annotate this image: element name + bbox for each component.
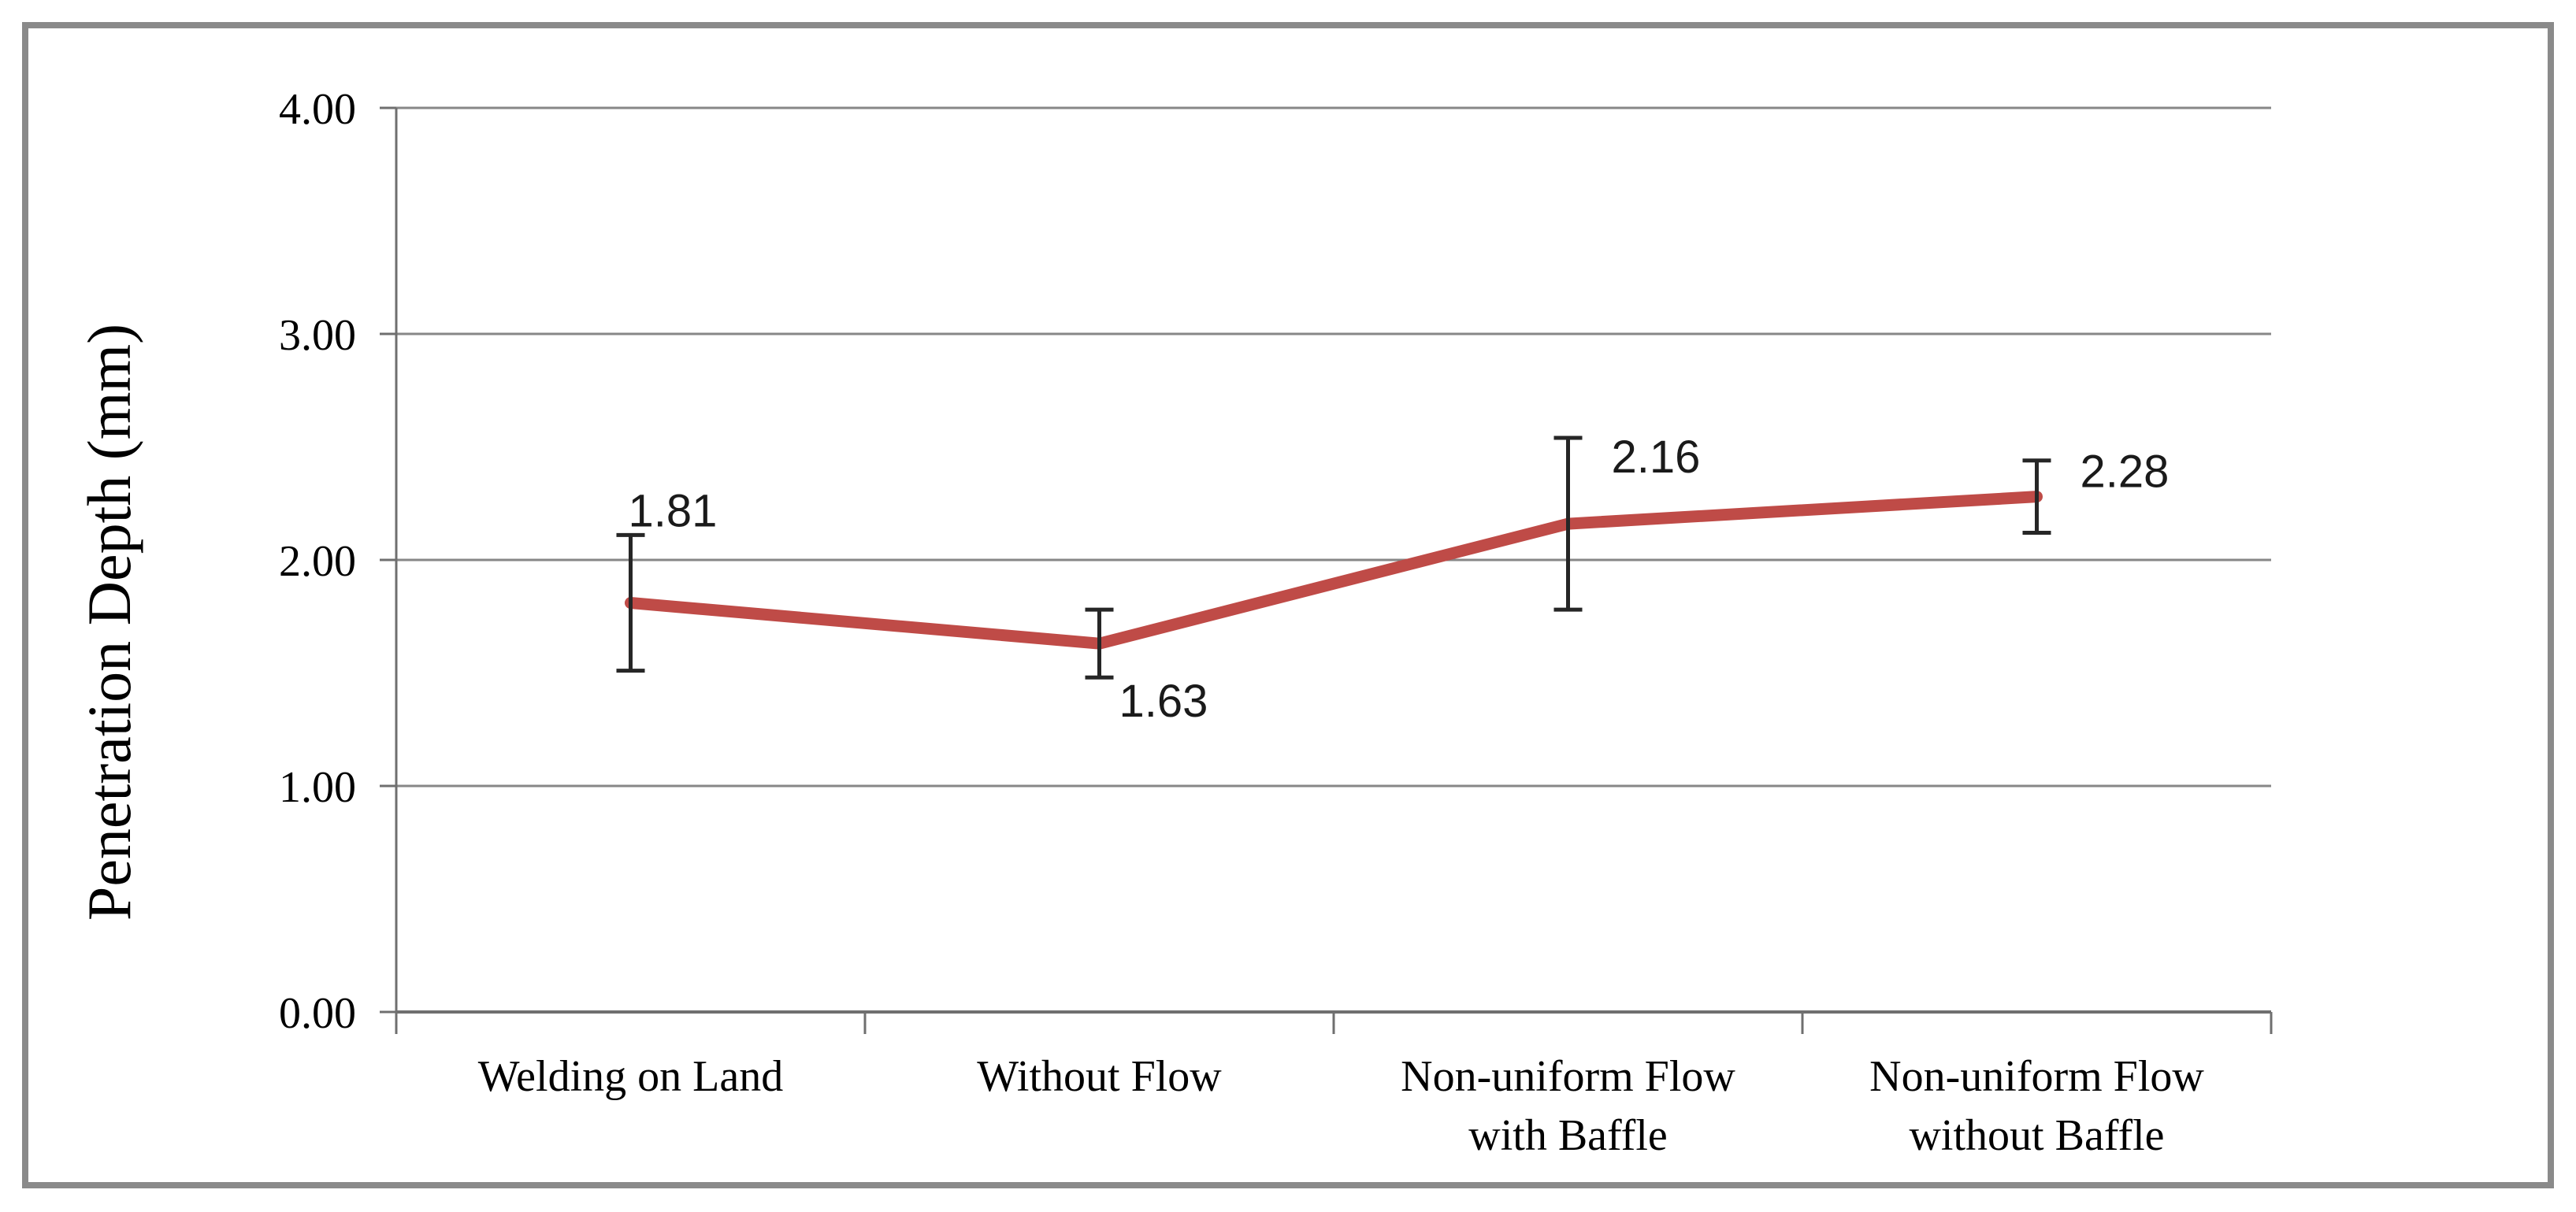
data-label: 2.28 [2080,447,2170,498]
figure-border [22,22,2554,1188]
error-bar [1085,607,1114,680]
x-category-label: Welding on Land [478,1052,783,1101]
y-tick-label: 1.00 [279,763,356,812]
data-label: 1.81 [629,485,718,536]
x-category-label-line: Non-uniform Flow [1869,1052,2204,1101]
x-category-label: Non-uniform Flow without Baffle [1869,1052,2204,1160]
x-category-label: Without Flow [977,1052,1222,1101]
y-tick-label: 4.00 [279,85,356,134]
x-category-label-line: without Baffle [1909,1111,2164,1160]
error-bar [616,532,645,673]
y-axis-title: Penetration Depth (mm) [75,324,143,921]
data-label: 1.63 [1119,676,1208,727]
data-label: 2.16 [1612,432,1701,483]
x-category-label-line: with Baffle [1468,1111,1667,1160]
x-category-label-line: Non-uniform Flow [1401,1052,1735,1101]
error-bar [1553,436,1583,612]
y-tick-label: 2.00 [279,537,356,586]
x-category-label: Non-uniform Flow with Baffle [1401,1052,1735,1160]
x-category-label-line: Without Flow [977,1052,1222,1101]
error-bar [2022,458,2051,536]
series-line [625,491,2043,650]
y-tick-label: 3.00 [279,311,356,360]
y-tick-label: 0.00 [279,989,356,1038]
x-category-label-line: Welding on Land [478,1052,783,1101]
